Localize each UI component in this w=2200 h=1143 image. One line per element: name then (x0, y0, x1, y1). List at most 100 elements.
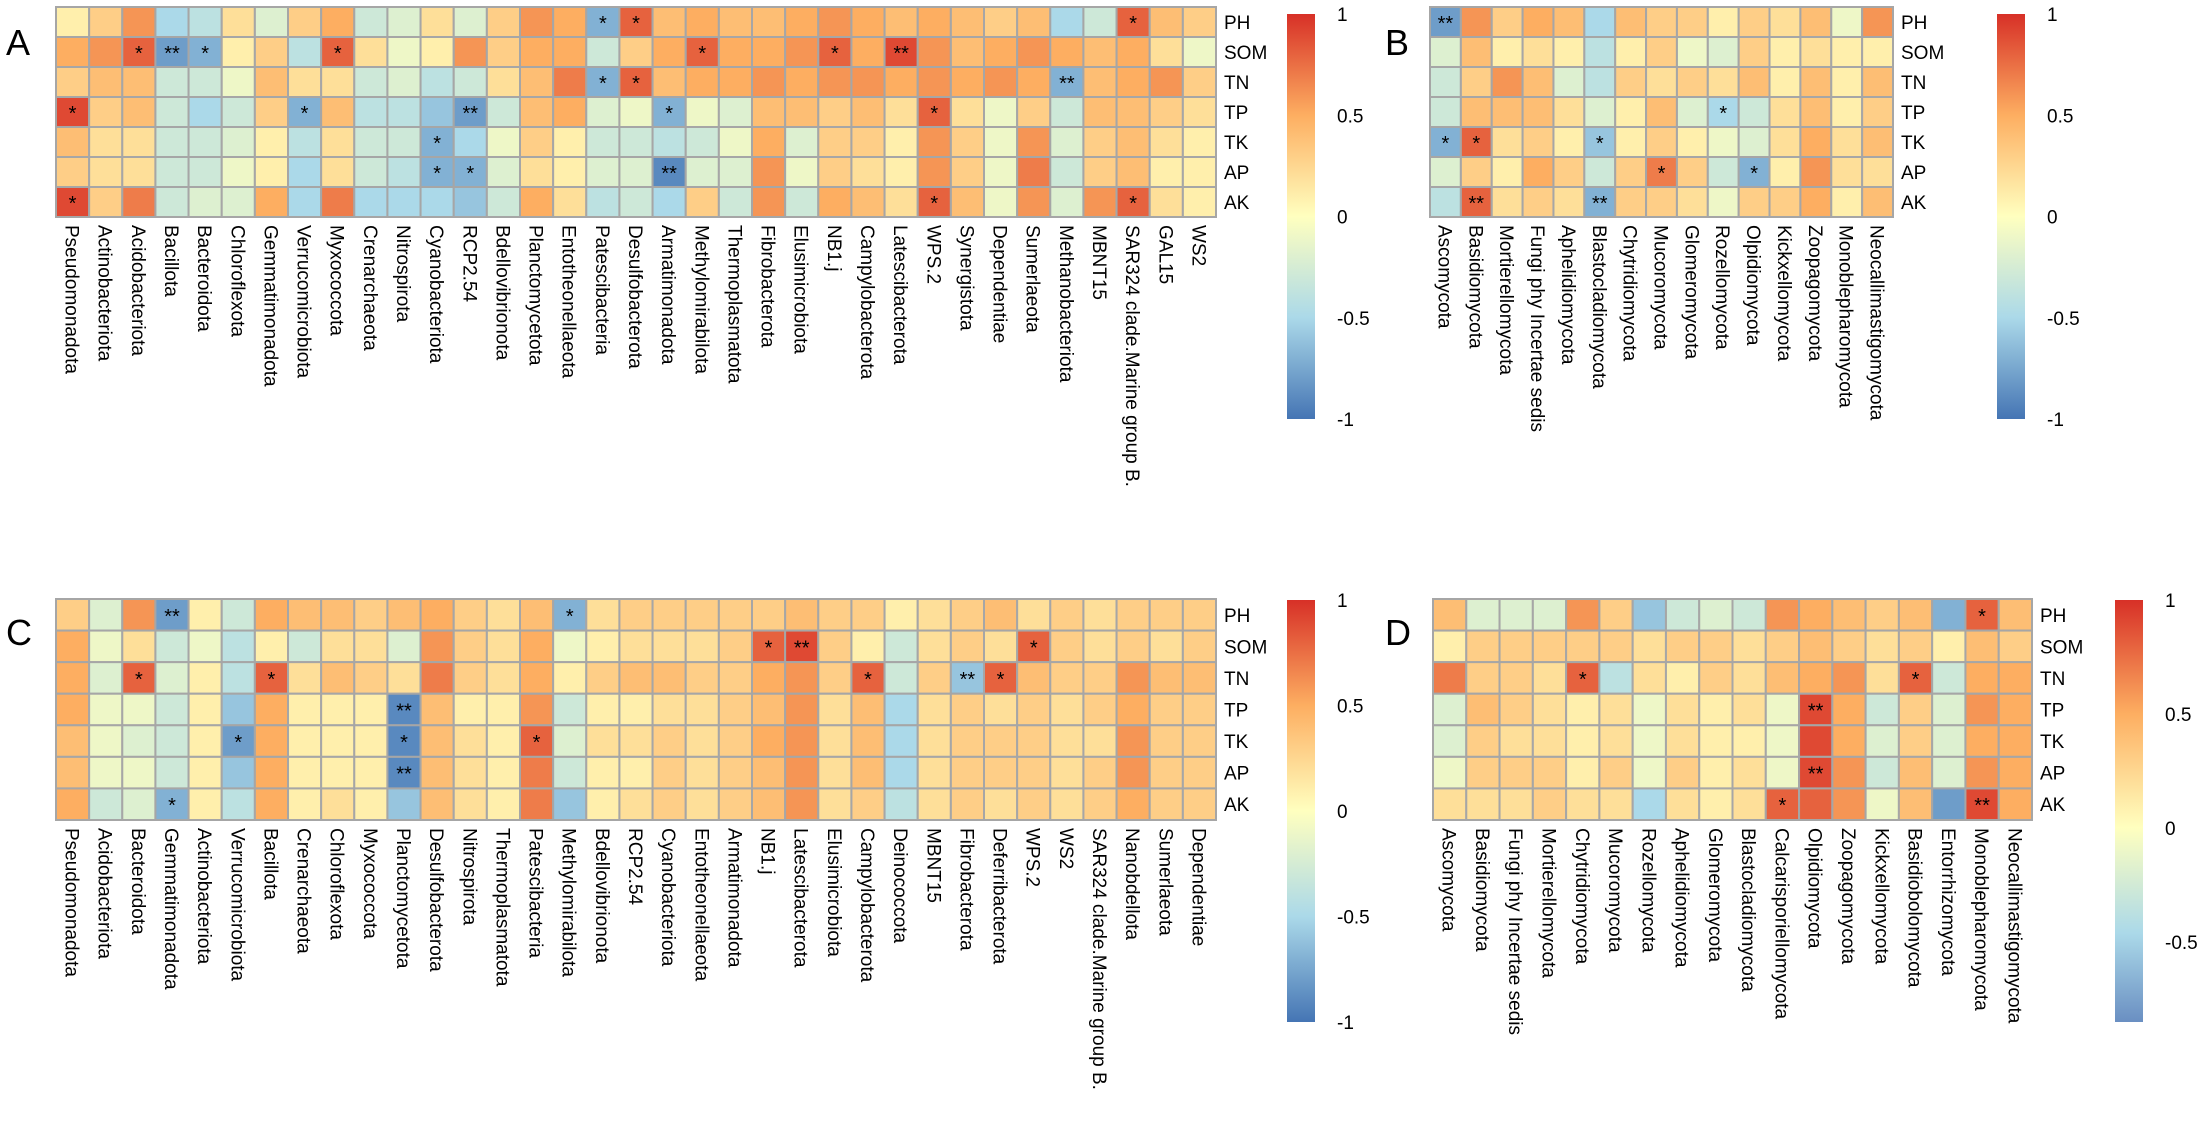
column-label: Entotheonellaeota (690, 828, 711, 982)
heatmap-cell (253, 787, 290, 822)
heatmap-cell (287, 787, 323, 822)
heatmap-cell (1964, 598, 2000, 632)
heatmap-cell (452, 787, 488, 822)
heatmap-cell (1675, 66, 1709, 98)
row-label: TK (2040, 732, 2065, 753)
column-label: Cyanobacteriota (425, 225, 446, 364)
significance-mark: * (997, 669, 1005, 691)
row-label: TP (2040, 701, 2064, 722)
legend-tick-label: 0.5 (1337, 106, 1363, 127)
heatmap-cell (850, 126, 886, 158)
heatmap-cell (717, 6, 753, 38)
heatmap-cell (817, 724, 853, 758)
heatmap-cell (784, 692, 820, 727)
color-legend: 1 0.5 0 -0.5 -1 (1287, 591, 1370, 1034)
column-label: Deinococcota (889, 828, 910, 944)
heatmap-cell (1082, 66, 1118, 98)
heatmap-cell (1115, 661, 1151, 695)
heatmap-cell (353, 96, 389, 128)
heatmap-cell (1698, 692, 1734, 727)
heatmap-cell (1737, 66, 1771, 98)
heatmap-cell (1490, 96, 1524, 128)
column-label: SAR324 clade.Marine group B. (1088, 828, 1109, 1090)
heatmap-cell (817, 629, 853, 664)
heatmap-cell (784, 724, 820, 758)
heatmap-cell (1429, 36, 1462, 68)
heatmap-cell (187, 96, 223, 128)
heatmap-cell (1598, 692, 1634, 727)
heatmap-cell (1181, 36, 1218, 68)
heatmap-cell (320, 598, 356, 632)
heatmap-cell (684, 692, 720, 727)
heatmap-cell (1830, 36, 1864, 68)
heatmap-cell (949, 66, 985, 98)
heatmap-cell (253, 186, 290, 218)
heatmap-cell (320, 126, 356, 158)
color-legend: 1 0.5 0 -0.5 -1 (1997, 5, 2080, 431)
column-label: Blastocladiomycota (1588, 225, 1609, 389)
heatmap-cell (751, 598, 787, 632)
heatmap-cell (253, 96, 290, 128)
column-label: Verrucomicrobiota (226, 828, 247, 982)
column-label: Entorrhizomycota (1937, 828, 1958, 976)
heatmap-cell (983, 787, 1019, 822)
heatmap-cell (452, 598, 488, 632)
heatmap-cell (154, 692, 190, 727)
heatmap-cell (983, 156, 1019, 188)
heatmap-cell (1598, 661, 1634, 695)
heatmap-cell (585, 692, 621, 727)
significance-mark: * (665, 103, 673, 125)
heatmap-cell (949, 186, 985, 218)
heatmap-cell (1115, 629, 1151, 664)
significance-mark: * (1596, 133, 1604, 155)
row-label: SOM (1901, 43, 1944, 64)
heatmap-cell (220, 186, 256, 218)
heatmap-cell (452, 96, 488, 128)
heatmap-cell (253, 629, 290, 664)
column-label: Monoblepharomycota (1835, 225, 1856, 408)
column-label: Basidiomycota (1464, 225, 1485, 349)
heatmap-cell (817, 66, 853, 98)
row-label: SOM (1224, 43, 1267, 64)
heatmap-cell (1764, 755, 1801, 790)
heatmap-cell (717, 96, 753, 128)
heatmap-cell (519, 36, 555, 68)
heatmap-cell (585, 96, 621, 128)
heatmap-cell (353, 661, 389, 695)
heatmap-cell (1049, 96, 1085, 128)
heatmap-cell (883, 66, 919, 98)
heatmap-cell (684, 598, 720, 632)
legend-tick-label: 1 (1337, 5, 1348, 26)
legend-tick-label: -1 (1337, 410, 1354, 431)
heatmap-cell (1731, 692, 1767, 727)
heatmap-cell (287, 36, 323, 68)
heatmap-cell (1897, 692, 1934, 727)
heatmap-cell (651, 96, 687, 128)
significance-mark: * (1658, 163, 1666, 185)
heatmap-cell (1115, 126, 1151, 158)
heatmap-cell (1583, 156, 1617, 188)
column-label: NB1.j (757, 828, 778, 874)
heatmap-cell (452, 6, 488, 38)
heatmap-cell (983, 36, 1019, 68)
heatmap-cell (949, 36, 985, 68)
heatmap-cell (519, 661, 555, 695)
heatmap-cell (320, 66, 356, 98)
column-label: MBNT15 (1088, 225, 1109, 300)
heatmap-cell (1798, 692, 1834, 727)
heatmap-cell (1082, 598, 1118, 632)
legend-tick-label: 0 (2165, 819, 2176, 840)
heatmap-cell (1082, 692, 1118, 727)
column-label: Campylobacterota (856, 828, 877, 983)
column-label: Myxococcota (359, 828, 380, 939)
heatmap-cell (452, 724, 488, 758)
heatmap-cell (253, 692, 290, 727)
row-label: TP (1224, 701, 1248, 722)
heatmap-cell (1016, 787, 1052, 822)
heatmap-cell (1181, 661, 1218, 695)
heatmap-cell (684, 661, 720, 695)
heatmap-cell (1997, 787, 2033, 822)
heatmap-cell (983, 629, 1019, 664)
heatmap-cell (784, 787, 820, 822)
heatmap-cell (1861, 36, 1894, 68)
